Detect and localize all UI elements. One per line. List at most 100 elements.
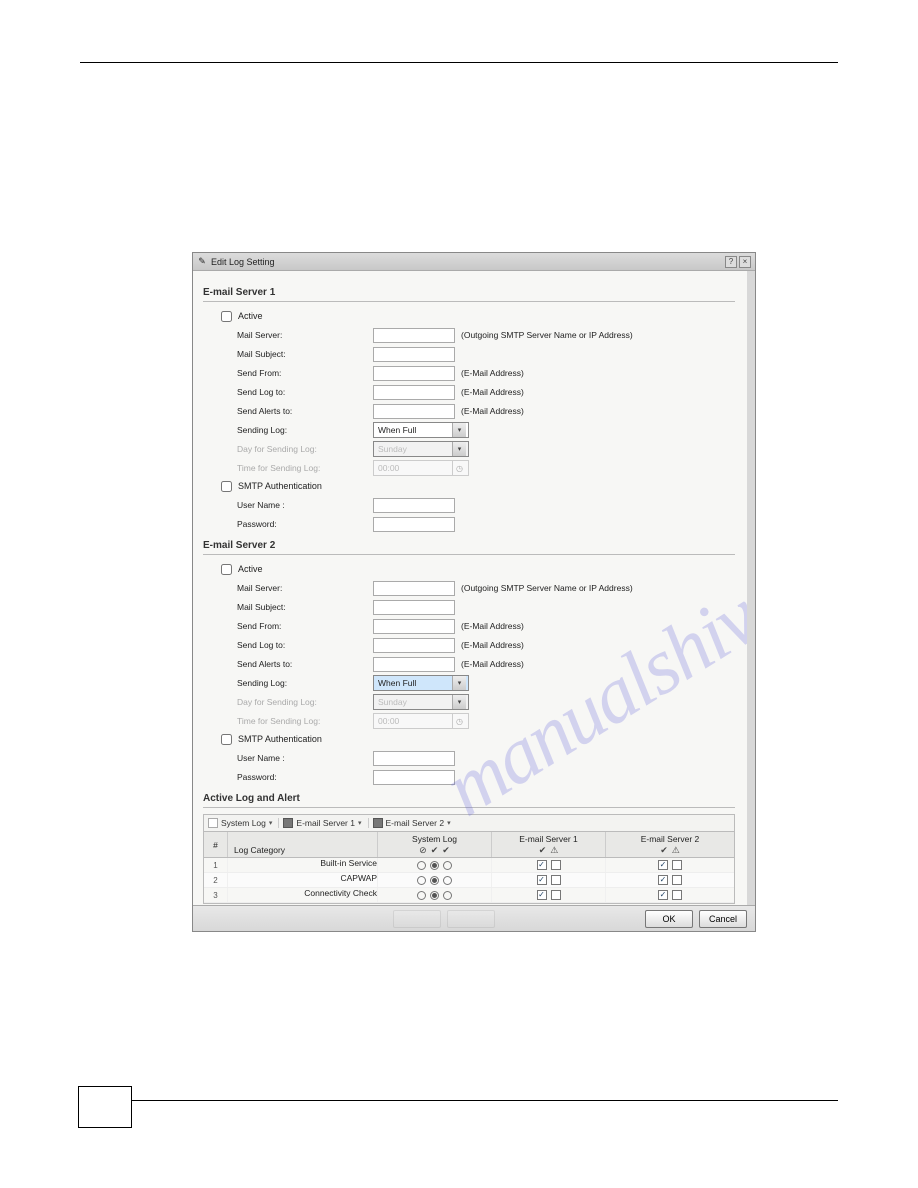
active-label: Active xyxy=(238,564,263,574)
active-checkbox-1[interactable] xyxy=(221,311,232,322)
radio[interactable] xyxy=(417,861,426,870)
checkbox[interactable]: ✓ xyxy=(658,875,668,885)
chevron-down-icon: ▾ xyxy=(452,676,466,690)
user-name-label: User Name : xyxy=(203,753,373,763)
server-icon xyxy=(283,818,293,828)
day-value: Sunday xyxy=(378,444,407,454)
send-alerts-to-input-2[interactable] xyxy=(373,657,455,672)
radio[interactable] xyxy=(443,891,452,900)
check-icon: ✔ xyxy=(539,845,547,856)
time-value: 00:00 xyxy=(378,463,399,473)
cancel-button[interactable]: Cancel xyxy=(699,910,747,928)
document-icon xyxy=(208,818,218,828)
send-log-to-input-2[interactable] xyxy=(373,638,455,653)
user-name-input-2[interactable] xyxy=(373,751,455,766)
dialog-body: manualshive.com E-mail Server 1 Active M… xyxy=(193,271,755,905)
close-button[interactable]: × xyxy=(739,256,751,268)
sending-log-select-2[interactable]: When Full ▾ xyxy=(373,675,469,691)
col-email-2: E-mail Server 2 ✔⚠ xyxy=(606,832,734,857)
ghost-button xyxy=(447,910,495,928)
page-number-box xyxy=(78,1086,132,1128)
radio[interactable] xyxy=(430,891,439,900)
mail-server-hint: (Outgoing SMTP Server Name or IP Address… xyxy=(461,330,633,340)
mail-subject-label: Mail Subject: xyxy=(203,349,373,359)
sending-log-value: When Full xyxy=(378,425,416,435)
radio[interactable] xyxy=(417,876,426,885)
checkbox[interactable] xyxy=(672,875,682,885)
checkbox[interactable]: ✓ xyxy=(537,860,547,870)
mail-server-input-1[interactable] xyxy=(373,328,455,343)
dialog-title: Edit Log Setting xyxy=(211,257,275,267)
help-button[interactable]: ? xyxy=(725,256,737,268)
alert-icon: ⚠ xyxy=(672,845,680,856)
checkbox[interactable] xyxy=(551,875,561,885)
sending-log-select-1[interactable]: When Full ▾ xyxy=(373,422,469,438)
email-hint: (E-Mail Address) xyxy=(461,368,524,378)
smtp-auth-checkbox-2[interactable] xyxy=(221,734,232,745)
ok-button[interactable]: OK xyxy=(645,910,693,928)
smtp-auth-checkbox-1[interactable] xyxy=(221,481,232,492)
mail-server-hint: (Outgoing SMTP Server Name or IP Address… xyxy=(461,583,633,593)
day-sending-log-label: Day for Sending Log: xyxy=(203,444,373,454)
mail-subject-input-1[interactable] xyxy=(373,347,455,362)
toolbar-system-log[interactable]: System Log ▾ xyxy=(208,818,279,828)
send-from-label: Send From: xyxy=(203,621,373,631)
email-hint: (E-Mail Address) xyxy=(461,640,524,650)
email-hint: (E-Mail Address) xyxy=(461,621,524,631)
smtp-auth-label: SMTP Authentication xyxy=(238,734,322,744)
send-log-to-label: Send Log to: xyxy=(203,387,373,397)
server-icon xyxy=(373,818,383,828)
checkbox[interactable] xyxy=(551,860,561,870)
radio[interactable] xyxy=(443,861,452,870)
radio[interactable] xyxy=(417,891,426,900)
dialog-titlebar: ✎ Edit Log Setting ? × xyxy=(193,253,755,271)
toolbar-email-server-2[interactable]: E-mail Server 2 ▾ xyxy=(373,818,457,828)
chevron-down-icon: ▾ xyxy=(447,819,451,827)
checkbox[interactable]: ✓ xyxy=(658,860,668,870)
mail-server-label: Mail Server: xyxy=(203,583,373,593)
page-divider-top xyxy=(80,62,838,63)
active-checkbox-2[interactable] xyxy=(221,564,232,575)
col-num: # xyxy=(204,832,228,857)
toolbar-label: System Log xyxy=(221,818,266,828)
checkbox[interactable] xyxy=(672,860,682,870)
send-log-to-label: Send Log to: xyxy=(203,640,373,650)
checkbox[interactable]: ✓ xyxy=(658,890,668,900)
password-input-2[interactable] xyxy=(373,770,455,785)
row-category: Built-in Service xyxy=(228,858,378,872)
time-sending-log-label: Time for Sending Log: xyxy=(203,463,373,473)
day-value: Sunday xyxy=(378,697,407,707)
table-header: # Log Category System Log ⊘✔✔ E-mail Ser… xyxy=(204,832,734,858)
mail-server-input-2[interactable] xyxy=(373,581,455,596)
col-email-1: E-mail Server 1 ✔⚠ xyxy=(492,832,606,857)
mail-subject-input-2[interactable] xyxy=(373,600,455,615)
checkbox[interactable]: ✓ xyxy=(537,890,547,900)
alert-icon: ⚠ xyxy=(550,845,558,856)
check-icon: ✔ xyxy=(442,845,450,856)
send-alerts-to-input-1[interactable] xyxy=(373,404,455,419)
table-row: 3 Connectivity Check ✓ ✓ xyxy=(204,888,734,903)
page-divider-bottom xyxy=(132,1100,838,1101)
mail-server-label: Mail Server: xyxy=(203,330,373,340)
table-row: 2 CAPWAP ✓ ✓ xyxy=(204,873,734,888)
edit-icon: ✎ xyxy=(197,257,207,267)
ghost-button xyxy=(393,910,441,928)
radio[interactable] xyxy=(430,876,439,885)
send-from-input-1[interactable] xyxy=(373,366,455,381)
radio[interactable] xyxy=(443,876,452,885)
mail-subject-label: Mail Subject: xyxy=(203,602,373,612)
chevron-down-icon: ▾ xyxy=(452,442,466,456)
radio[interactable] xyxy=(430,861,439,870)
section-email-server-2-title: E-mail Server 2 xyxy=(203,534,735,555)
smtp-auth-label: SMTP Authentication xyxy=(238,481,322,491)
checkbox[interactable] xyxy=(551,890,561,900)
password-input-1[interactable] xyxy=(373,517,455,532)
scrollbar-thumb[interactable] xyxy=(749,273,753,313)
user-name-input-1[interactable] xyxy=(373,498,455,513)
toolbar-label: E-mail Server 1 xyxy=(296,818,355,828)
send-from-input-2[interactable] xyxy=(373,619,455,634)
checkbox[interactable]: ✓ xyxy=(537,875,547,885)
send-log-to-input-1[interactable] xyxy=(373,385,455,400)
toolbar-email-server-1[interactable]: E-mail Server 1 ▾ xyxy=(283,818,368,828)
checkbox[interactable] xyxy=(672,890,682,900)
